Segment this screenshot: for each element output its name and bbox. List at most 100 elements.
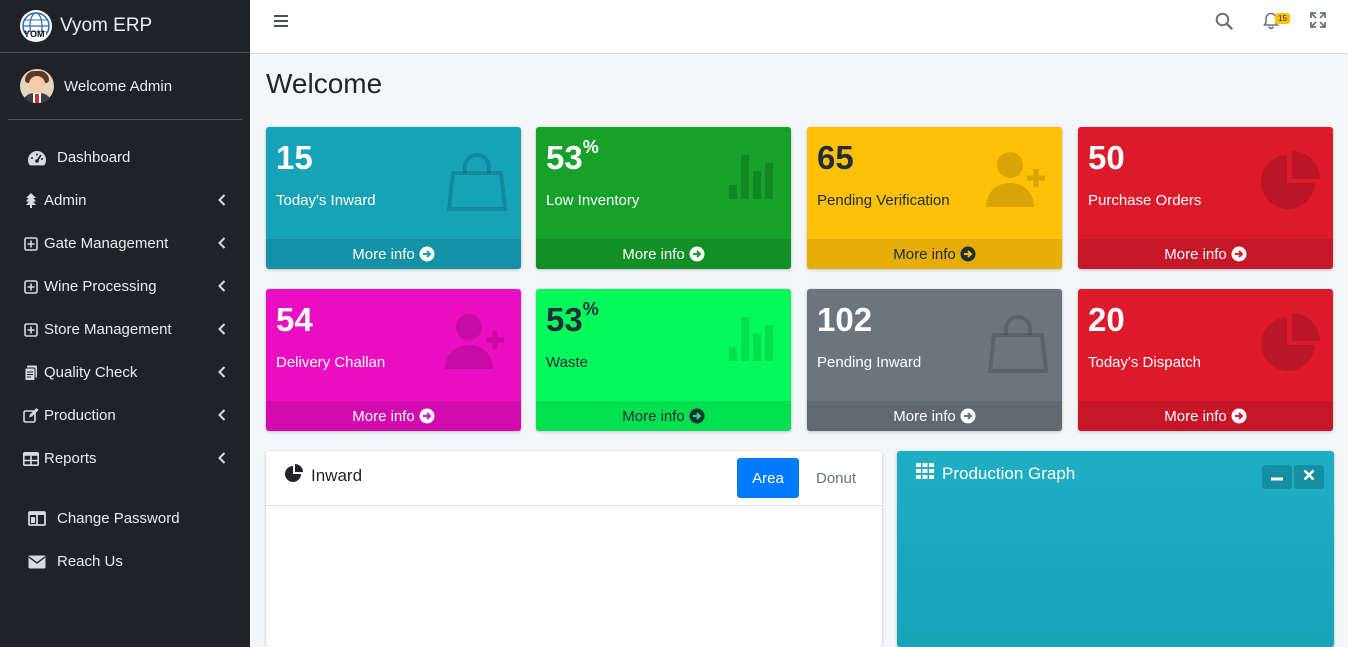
shopping-bag-icon	[445, 149, 509, 218]
sidebar-item-admin[interactable]: Admin	[0, 179, 250, 222]
user-plus-icon	[984, 149, 1050, 214]
tachometer-icon	[26, 149, 48, 167]
sidebar-item-label: Gate Management	[44, 235, 169, 252]
small-box: 65 Pending Verification More info	[807, 127, 1062, 269]
close-icon	[1303, 468, 1315, 486]
box-label: Low Inventory	[546, 192, 640, 209]
menu-toggle-icon[interactable]	[274, 14, 288, 33]
box-value: 54	[276, 301, 313, 338]
remove-button[interactable]	[1294, 465, 1324, 489]
box-value: 20	[1088, 301, 1125, 338]
plus-square-icon	[22, 321, 40, 339]
sidebar-item-label: Production	[44, 407, 116, 424]
box-value: 53%	[546, 299, 599, 338]
arrow-circle-right-icon	[960, 246, 976, 262]
pie-chart-icon	[285, 464, 303, 487]
page-title: Welcome	[266, 68, 383, 99]
plus-square-icon	[22, 235, 40, 253]
minus-icon	[1271, 468, 1283, 486]
box-label: Purchase Orders	[1088, 192, 1202, 209]
more-info-link[interactable]: More info	[807, 239, 1062, 269]
sidebar-item-label: Dashboard	[57, 149, 131, 166]
more-info-link[interactable]: More info	[266, 401, 521, 431]
box-value: 15	[276, 139, 313, 176]
tree-icon	[22, 192, 40, 210]
box-label: Today's Inward	[276, 192, 376, 209]
brand-name: Vyom ERP	[60, 15, 153, 36]
inward-card: Inward Area Donut	[266, 451, 882, 647]
brand-link[interactable]: YOM Vyom ERP	[0, 0, 250, 53]
sidebar-item-production[interactable]: Production	[0, 394, 250, 437]
small-box: 53% Waste More info	[536, 289, 791, 431]
sidebar-nav: Dashboard Admin Gate Management Wine Pro…	[0, 120, 250, 583]
chevron-left-icon	[218, 193, 226, 210]
chevron-left-icon	[218, 451, 226, 468]
more-info-link[interactable]: More info	[1078, 401, 1333, 431]
box-value: 65	[817, 139, 854, 176]
arrow-circle-right-icon	[689, 246, 705, 262]
chevron-left-icon	[218, 279, 226, 296]
arrow-circle-right-icon	[960, 408, 976, 424]
search-icon[interactable]	[1215, 12, 1233, 35]
box-value: 50	[1088, 139, 1125, 176]
sidebar-item-label: Quality Check	[44, 364, 138, 381]
pie-chart-icon	[1259, 149, 1321, 216]
sidebar-item-wine-processing[interactable]: Wine Processing	[0, 265, 250, 308]
more-info-link[interactable]: More info	[266, 239, 521, 269]
sidebar-item-change-password[interactable]: Change Password	[0, 497, 250, 540]
fullscreen-icon[interactable]	[1310, 12, 1326, 33]
box-value: 53%	[546, 137, 599, 176]
small-box: 102 Pending Inward More info	[807, 289, 1062, 431]
brand-logo: YOM	[20, 10, 52, 42]
nav-spacer	[0, 480, 250, 497]
user-welcome: Welcome Admin	[64, 77, 173, 95]
card-header: Inward Area Donut	[266, 451, 882, 506]
topbar: 15	[250, 0, 1348, 54]
sidebar-item-reach-us[interactable]: Reach Us	[0, 540, 250, 583]
box-label: Today's Dispatch	[1088, 354, 1201, 371]
bell-icon[interactable]	[1263, 12, 1279, 35]
notification-badge: 15	[1275, 13, 1290, 24]
tab-donut[interactable]: Donut	[815, 469, 857, 487]
sidebar-item-label: Reach Us	[57, 553, 123, 570]
arrow-circle-right-icon	[419, 246, 435, 262]
box-label: Pending Verification	[817, 192, 950, 209]
more-info-link[interactable]: More info	[1078, 239, 1333, 269]
sidebar-item-label: Store Management	[44, 321, 172, 338]
sidebar-item-label: Wine Processing	[44, 278, 157, 295]
chevron-left-icon	[218, 322, 226, 339]
chevron-left-icon	[218, 365, 226, 382]
sidebar-item-store-management[interactable]: Store Management	[0, 308, 250, 351]
sidebar-item-label: Reports	[44, 450, 97, 467]
inward-chart-area	[266, 506, 882, 647]
tab-area[interactable]: Area	[737, 458, 799, 498]
brand-logo-text: YOM	[24, 29, 45, 39]
envelope-icon	[26, 553, 48, 571]
card-title-text: Inward	[311, 465, 363, 485]
box-label: Delivery Challan	[276, 354, 386, 371]
table-icon	[22, 450, 40, 468]
small-box: 20 Today's Dispatch More info	[1078, 289, 1333, 431]
more-info-link[interactable]: More info	[536, 401, 791, 431]
arrow-circle-right-icon	[689, 408, 705, 424]
card-title: Production Graph	[916, 463, 1075, 484]
sidebar-item-quality-check[interactable]: Quality Check	[0, 351, 250, 394]
more-info-link[interactable]: More info	[536, 239, 791, 269]
production-graph-card: Production Graph	[897, 451, 1334, 647]
box-value: 102	[817, 301, 873, 338]
plus-square-icon	[22, 278, 40, 296]
collapse-button[interactable]	[1262, 465, 1292, 489]
sidebar-item-reports[interactable]: Reports	[0, 437, 250, 480]
sidebar-item-dashboard[interactable]: Dashboard	[0, 136, 250, 179]
chevron-left-icon	[218, 236, 226, 253]
small-box: 53% Low Inventory More info	[536, 127, 791, 269]
more-info-link[interactable]: More info	[807, 401, 1062, 431]
sidebar-item-gate-management[interactable]: Gate Management	[0, 222, 250, 265]
box-label: Waste	[546, 354, 588, 371]
avatar	[20, 69, 54, 103]
chevron-left-icon	[218, 408, 226, 425]
small-box: 15 Today's Inward More info	[266, 127, 521, 269]
small-box: 54 Delivery Challan More info	[266, 289, 521, 431]
card-title: Inward	[285, 464, 362, 487]
user-panel[interactable]: Welcome Admin	[8, 53, 242, 120]
